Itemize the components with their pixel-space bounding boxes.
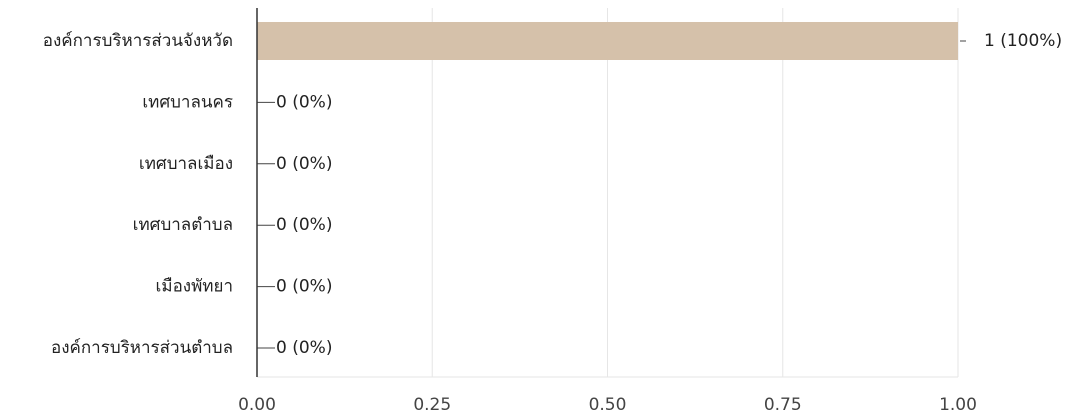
data-label-1: 0 (0%) <box>276 92 332 112</box>
category-label-0: องค์การบริหารส่วนจังหวัด <box>43 31 233 51</box>
x-tick-label-3: 0.75 <box>764 395 802 415</box>
bars <box>257 22 958 60</box>
bar-0 <box>257 22 958 60</box>
category-label-5: องค์การบริหารส่วนตำบล <box>51 338 233 358</box>
data-label-5: 0 (0%) <box>276 338 332 358</box>
category-label-2: เทศบาลเมือง <box>139 154 233 174</box>
data-label-3: 0 (0%) <box>276 215 332 235</box>
x-tick-labels: 0.00 0.25 0.50 0.75 1.00 <box>238 395 977 415</box>
x-tick-label-0: 0.00 <box>238 395 276 415</box>
x-tick-label-1: 0.25 <box>413 395 451 415</box>
data-label-0: 1 (100%) <box>984 31 1062 51</box>
grid-lines <box>257 8 959 378</box>
x-tick-label-4: 1.00 <box>939 395 977 415</box>
category-label-4: เมืองพัทยา <box>156 277 233 297</box>
category-labels: องค์การบริหารส่วนจังหวัดเทศบาลนครเทศบาลเ… <box>43 31 233 358</box>
x-tick-label-2: 0.50 <box>589 395 627 415</box>
data-label-4: 0 (0%) <box>276 277 332 297</box>
data-label-2: 0 (0%) <box>276 154 332 174</box>
label-connectors <box>257 40 966 349</box>
category-label-1: เทศบาลนคร <box>142 92 233 112</box>
data-labels: 1 (100%) 0 (0%) 0 (0%) 0 (0%) 0 (0%) 0 (0%) <box>276 31 1062 358</box>
category-label-3: เทศบาลตำบล <box>133 215 233 235</box>
